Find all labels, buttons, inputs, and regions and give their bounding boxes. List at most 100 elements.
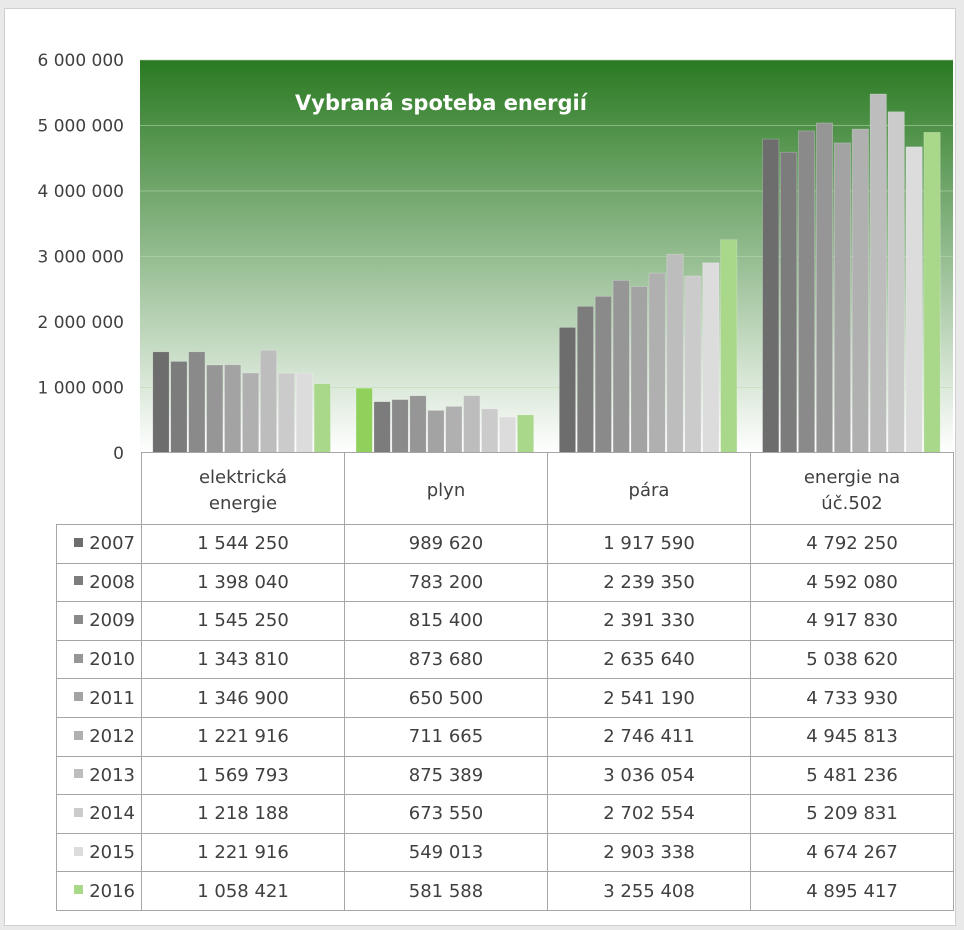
legend-entry: 2015	[56, 832, 142, 873]
data-cell: 1 218 188	[141, 794, 345, 834]
data-cell: 1 545 250	[141, 601, 345, 641]
data-cell: 4 895 417	[750, 871, 954, 911]
data-cell: 1 058 421	[141, 871, 345, 911]
data-cell: 2 635 640	[547, 639, 751, 680]
data-cell: 3 255 408	[547, 871, 751, 911]
category-label-line: úč.502	[821, 492, 883, 514]
data-cell: 2 903 338	[547, 832, 751, 873]
legend-entry: 2013	[56, 755, 142, 796]
category-label-line: pára	[628, 479, 670, 501]
bar-2012-1	[445, 406, 463, 454]
bars	[152, 93, 941, 454]
y-tick-label: 6 000 000	[37, 51, 124, 71]
bar-2008-3	[780, 151, 798, 454]
data-cell: 5 038 620	[750, 639, 954, 680]
data-cell: 673 550	[344, 794, 548, 834]
bar-2015-0	[295, 372, 313, 454]
bar-2016-0	[313, 383, 331, 454]
bar-2008-2	[576, 306, 594, 454]
table-body: 2007 1 544 250 989 620 1 917 590 4 792 250 20…	[56, 524, 954, 911]
bar-2013-3	[869, 93, 887, 454]
category-label: pára	[547, 452, 751, 525]
legend-entry: 2016	[56, 871, 142, 911]
legend-key	[74, 807, 84, 817]
bar-2016-1	[517, 414, 535, 454]
bar-2014-2	[684, 275, 702, 454]
legend-entry: 2007	[56, 524, 142, 564]
legend-label: 2011	[89, 687, 135, 709]
legend-label: 2013	[89, 764, 135, 786]
legend-key	[74, 537, 84, 547]
legend-label: 2007	[89, 533, 135, 555]
y-tick-label: 4 000 000	[37, 182, 124, 202]
legend-label: 2010	[89, 649, 135, 671]
data-cell: 549 013	[344, 832, 548, 873]
legend-entry: 2009	[56, 601, 142, 641]
legend-key	[74, 730, 84, 740]
bar-2015-2	[702, 262, 720, 454]
legend-label: 2009	[89, 610, 135, 632]
bar-2014-0	[277, 372, 295, 454]
data-cell: 2 391 330	[547, 601, 751, 641]
data-cell: 4 917 830	[750, 601, 954, 641]
data-cell: 3 036 054	[547, 755, 751, 796]
data-cell: 581 588	[344, 871, 548, 911]
table-row: 2012 1 221 916 711 665 2 746 411 4 945 813	[56, 716, 954, 757]
bar-2010-2	[612, 280, 630, 454]
bar-2011-2	[630, 286, 648, 454]
bar-2016-2	[720, 239, 738, 454]
table-row: 2013 1 569 793 875 389 3 036 054 5 481 236	[56, 755, 954, 796]
bar-2013-0	[260, 349, 277, 454]
data-cell: 1 221 916	[141, 832, 345, 873]
data-cell: 4 945 813	[750, 716, 954, 757]
legend-label: 2012	[89, 726, 135, 748]
data-cell: 4 674 267	[750, 832, 954, 873]
legend-key	[74, 769, 84, 779]
category-label: plyn	[344, 452, 548, 525]
bar-2009-2	[594, 296, 612, 454]
data-cell: 650 500	[344, 678, 548, 718]
data-cell: 2 746 411	[547, 716, 751, 757]
bar-2011-3	[833, 142, 851, 454]
legend-entry: 2014	[56, 794, 142, 834]
data-cell: 2 239 350	[547, 562, 751, 603]
data-cell: 873 680	[344, 639, 548, 680]
table-row: 2010 1 343 810 873 680 2 635 640 5 038 620	[56, 639, 954, 680]
bar-2013-1	[463, 395, 481, 454]
data-cell: 1 569 793	[141, 755, 345, 796]
bar-2010-3	[816, 122, 833, 454]
bar-2007-3	[762, 138, 780, 454]
data-cell: 783 200	[344, 562, 548, 603]
category-label-line: energie	[208, 492, 278, 514]
bar-2008-1	[373, 401, 391, 454]
category-label: elektrická energie	[141, 452, 345, 525]
bar-2013-2	[666, 253, 684, 454]
data-cell: 1 343 810	[141, 639, 345, 680]
table-header-row: elektrická energie plyn pára energie na úč.50…	[57, 452, 954, 525]
bar-2009-3	[798, 130, 816, 454]
data-cell: 1 917 590	[547, 524, 751, 564]
data-table: elektrická energie plyn pára energie na úč.50…	[56, 452, 954, 911]
bar-2009-1	[391, 399, 409, 454]
data-cell: 5 481 236	[750, 755, 954, 796]
bar-2012-2	[648, 272, 666, 454]
bar-2012-3	[851, 128, 869, 454]
bar-2009-0	[188, 351, 206, 454]
table-corner	[57, 453, 142, 525]
data-cell: 4 733 930	[750, 678, 954, 718]
table-row: 2016 1 058 421 581 588 3 255 408 4 895 417	[56, 871, 954, 911]
data-cell: 4 592 080	[750, 562, 954, 603]
data-cell: 1 221 916	[141, 716, 345, 757]
legend-label: 2016	[89, 880, 135, 902]
data-cell: 4 792 250	[750, 524, 954, 564]
legend-entry: 2008	[56, 562, 142, 603]
table-row: 2015 1 221 916 549 013 2 903 338 4 674 267	[56, 832, 954, 873]
bar-2010-1	[409, 395, 427, 454]
legend-entry: 2012	[56, 716, 142, 757]
category-label: energie na úč.502	[750, 452, 954, 525]
data-cell: 5 209 831	[750, 794, 954, 834]
bar-2012-0	[242, 372, 260, 454]
category-label-line: elektrická	[198, 466, 288, 488]
table-row: 2009 1 545 250 815 400 2 391 330 4 917 830	[56, 601, 954, 641]
data-cell: 1 346 900	[141, 678, 345, 718]
